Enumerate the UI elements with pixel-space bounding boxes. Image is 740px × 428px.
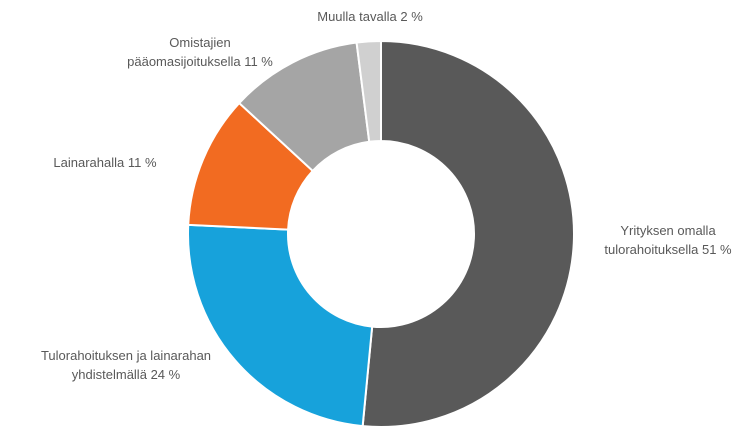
category-label: Yrityksen omalla tulorahoituksella [604, 223, 716, 257]
data-label: Omistajien pääomasijoituksella 11 % [120, 33, 280, 71]
data-label: Muulla tavalla 2 % [270, 7, 470, 26]
value-label: 24 % [150, 367, 181, 382]
category-label: Omistajien pääomasijoituksella [127, 35, 241, 69]
value-label: 51 % [701, 242, 732, 257]
category-label: Lainarahalla [53, 155, 125, 170]
category-label: Muulla tavalla [317, 9, 397, 24]
value-label: 11 % [127, 155, 157, 170]
data-label: Yrityksen omalla tulorahoituksella 51 % [593, 221, 740, 259]
value-label: 2 % [400, 9, 423, 24]
category-label: Tulorahoituksen ja lainarahan yhdistelmä… [40, 348, 212, 382]
value-label: 11 % [244, 54, 273, 69]
data-label: Tulorahoituksen ja lainarahan yhdistelmä… [6, 346, 246, 384]
data-label: Lainarahalla 11 % [5, 153, 205, 172]
donut-slice [361, 39, 575, 428]
donut-slice [355, 39, 382, 143]
donut-slice [187, 223, 374, 428]
